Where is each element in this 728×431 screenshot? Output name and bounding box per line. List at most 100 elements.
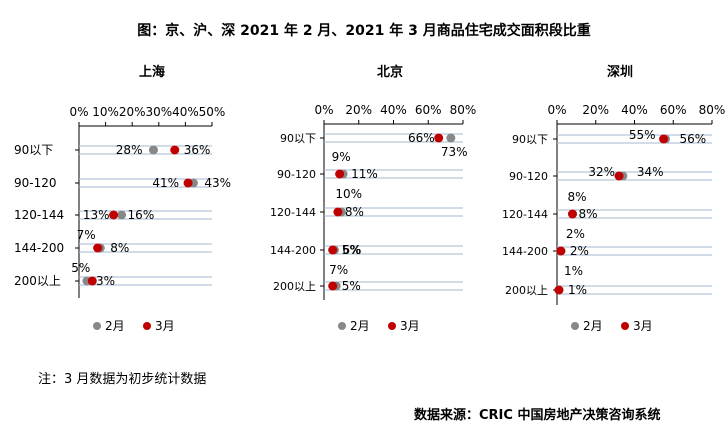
category-label: 90以下 bbox=[512, 133, 548, 146]
category-label: 90-120 bbox=[509, 170, 548, 183]
data-label-feb: 16% bbox=[128, 208, 155, 222]
category-label: 200以上 bbox=[273, 280, 316, 293]
x-tick-label: 0% bbox=[314, 103, 333, 117]
data-label-feb: 7% bbox=[329, 263, 348, 277]
point-mar bbox=[328, 245, 338, 255]
point-mar bbox=[93, 243, 103, 253]
legend-marker-mar bbox=[143, 322, 151, 330]
data-label-feb: 3% bbox=[96, 274, 115, 288]
category-label: 90以下 bbox=[280, 132, 316, 145]
x-tick-label: 20% bbox=[119, 105, 146, 119]
x-tick-label: 80% bbox=[450, 103, 477, 117]
point-mar bbox=[556, 246, 566, 256]
panel-0: 上海 0% 10% 20% 30% 40% 50% 90以下 90-120 120-144 144-… bbox=[14, 64, 231, 333]
x-tick-label: 60% bbox=[415, 103, 442, 117]
data-label-feb: 28% bbox=[116, 143, 143, 157]
category-label: 144-200 bbox=[14, 241, 64, 255]
x-tick-label: 50% bbox=[199, 105, 226, 119]
data-source: 数据来源：CRIC 中国房地产决策咨询系统 bbox=[414, 408, 661, 423]
x-tick-label: 20% bbox=[582, 103, 609, 117]
legend-marker-feb bbox=[338, 322, 346, 330]
data-label-mar: 36% bbox=[184, 143, 211, 157]
data-label-mar: 5% bbox=[71, 261, 90, 275]
category-label: 90-120 bbox=[14, 176, 57, 190]
point-mar bbox=[659, 134, 669, 144]
point-mar bbox=[109, 210, 119, 220]
data-label-mar: 55% bbox=[629, 128, 656, 142]
point-feb bbox=[446, 133, 456, 143]
legend-label: 3月 bbox=[400, 319, 420, 333]
x-tick-label: 10% bbox=[92, 105, 119, 119]
data-label-mar: 8% bbox=[579, 207, 598, 221]
data-label-mar: 41% bbox=[152, 176, 179, 190]
category-label: 144-200 bbox=[270, 244, 316, 257]
legend-marker-mar bbox=[621, 322, 629, 330]
data-label-mar: 8% bbox=[345, 205, 364, 219]
category-label: 90以下 bbox=[14, 143, 53, 157]
data-label-feb: 43% bbox=[204, 176, 231, 190]
legend-marker-mar bbox=[388, 322, 396, 330]
x-tick-label: 40% bbox=[621, 103, 648, 117]
category-label: 200以上 bbox=[14, 274, 61, 288]
category-label: 120-144 bbox=[502, 208, 548, 221]
category-label: 200以上 bbox=[505, 284, 548, 297]
x-tick-label: 0% bbox=[547, 103, 566, 117]
panel-title: 北京 bbox=[377, 64, 403, 80]
panel-title: 深圳 bbox=[607, 64, 633, 80]
data-label-feb: 56% bbox=[680, 132, 707, 146]
data-label-mar: 7% bbox=[77, 228, 96, 242]
data-label-feb: 2% bbox=[570, 244, 589, 258]
panel-2: 深圳 0% 20% 40% 60% 80% 90以下 90-120 120-144 144-200… bbox=[502, 64, 725, 333]
point-mar bbox=[87, 276, 97, 286]
category-label: 120-144 bbox=[14, 208, 64, 222]
panel-title: 上海 bbox=[139, 64, 165, 80]
x-tick-label: 60% bbox=[660, 103, 687, 117]
point-mar bbox=[568, 209, 577, 219]
data-label-mar: 5% bbox=[342, 243, 361, 257]
data-label-mar: 32% bbox=[588, 165, 615, 179]
point-mar bbox=[333, 207, 343, 217]
legend-marker-feb bbox=[93, 322, 101, 330]
page-title: 图：京、沪、深 2021 年 2 月、2021 年 3 月商品住宅成交面积段比重 bbox=[137, 23, 591, 39]
legend-label: 2月 bbox=[105, 319, 125, 333]
category-label: 120-144 bbox=[270, 206, 316, 219]
data-label-feb: 10% bbox=[335, 187, 362, 201]
category-label: 144-200 bbox=[502, 245, 548, 258]
data-label-feb: 34% bbox=[637, 165, 664, 179]
point-mar bbox=[335, 169, 345, 179]
legend-label: 3月 bbox=[155, 319, 175, 333]
point-mar bbox=[614, 171, 624, 181]
data-label-mar: 66% bbox=[408, 131, 435, 145]
data-label-mar: 2% bbox=[566, 227, 585, 241]
x-tick-label: 20% bbox=[345, 103, 372, 117]
point-feb bbox=[117, 210, 127, 220]
x-tick-label: 30% bbox=[145, 105, 172, 119]
data-label-feb: 73% bbox=[441, 145, 468, 159]
legend-label: 2月 bbox=[583, 319, 603, 333]
point-mar bbox=[554, 285, 564, 295]
category-label: 90-120 bbox=[277, 168, 316, 181]
point-mar bbox=[328, 281, 338, 291]
legend-label: 2月 bbox=[350, 319, 370, 333]
x-tick-label: 80% bbox=[699, 103, 726, 117]
x-tick-label: 40% bbox=[172, 105, 199, 119]
data-label-feb: 11% bbox=[351, 167, 378, 181]
point-mar bbox=[170, 145, 180, 155]
point-mar bbox=[434, 133, 444, 143]
point-mar bbox=[183, 178, 193, 188]
data-label-mar: 1% bbox=[564, 264, 583, 278]
data-label-mar: 5% bbox=[342, 279, 361, 293]
data-label-mar: 9% bbox=[332, 150, 351, 164]
data-label-feb: 8% bbox=[568, 190, 587, 204]
data-label-feb: 6% bbox=[342, 243, 361, 257]
x-tick-label: 40% bbox=[380, 103, 407, 117]
legend-label: 3月 bbox=[633, 319, 653, 333]
data-label-feb: 8% bbox=[110, 241, 129, 255]
data-label-mar: 13% bbox=[83, 208, 110, 222]
legend-marker-feb bbox=[571, 322, 579, 330]
data-label-feb: 1% bbox=[568, 283, 587, 297]
point-feb bbox=[148, 145, 158, 155]
footnote: 注：3 月数据为初步统计数据 bbox=[38, 372, 207, 387]
x-tick-label: 0% bbox=[69, 105, 88, 119]
